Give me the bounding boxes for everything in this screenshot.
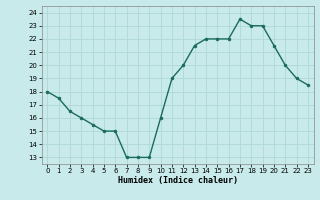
X-axis label: Humidex (Indice chaleur): Humidex (Indice chaleur) (118, 176, 237, 185)
